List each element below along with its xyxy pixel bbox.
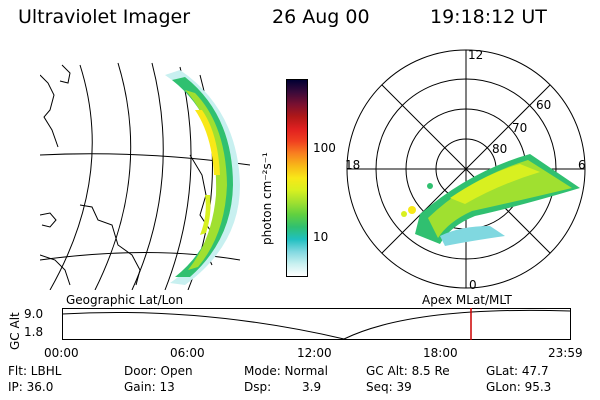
colorbar-unit-label: photon cm⁻²s⁻¹ [260,152,274,245]
status-flt: Flt: LBHL [8,364,62,378]
geo-panel-label: Geographic Lat/Lon [66,293,184,307]
colorbar-tick-10: 10 [313,230,329,244]
mlt-label-0: 0 [469,278,477,292]
status-gain: Gain: 13 [124,380,175,394]
date-label: 26 Aug 00 [272,6,370,28]
colorbar-tick-100: 100 [313,141,336,155]
mlt-label-6: 6 [578,158,586,172]
geographic-map [40,62,250,290]
polar-mlt-map [346,49,586,289]
status-glon: GLon: 95.3 [486,380,552,394]
orbit-y-tick-high: 9.0 [24,307,44,321]
orbit-x-tick-1200: 12:00 [297,346,332,360]
time-label: 19:18:12 UT [430,6,547,28]
orbit-x-tick-0600: 06:00 [170,346,205,360]
orbit-y-tick-low: 1.8 [24,325,44,339]
status-dsp-value: 3.9 [302,380,322,394]
mlat-label-60: 60 [536,98,552,112]
color-scale-bar [286,79,308,277]
orbit-y-axis-label: GC Alt [8,312,22,350]
auroral-oval-polar [401,154,580,246]
status-ip: IP: 36.0 [8,380,54,394]
status-glat: GLat: 47.7 [486,364,549,378]
orbit-x-tick-0000: 00:00 [44,346,79,360]
orbit-x-tick-2359: 23:59 [548,346,583,360]
status-seq: Seq: 39 [366,380,412,394]
mlt-label-12: 12 [468,48,484,62]
orbit-altitude-plot [62,308,571,340]
mlat-label-70: 70 [512,121,528,135]
status-door: Door: Open [124,364,193,378]
instrument-title: Ultraviolet Imager [18,6,191,28]
status-gc-alt: GC Alt: 8.5 Re [366,364,450,378]
status-mode: Mode: Normal [244,364,328,378]
auroral-oval-geo [165,70,240,285]
polar-panel-label: Apex MLat/MLT [422,293,512,307]
mlt-label-18: 18 [345,158,361,172]
orbit-x-tick-1800: 18:00 [423,346,458,360]
status-dsp-label: Dsp: [244,380,272,394]
mlat-label-80: 80 [492,142,508,156]
